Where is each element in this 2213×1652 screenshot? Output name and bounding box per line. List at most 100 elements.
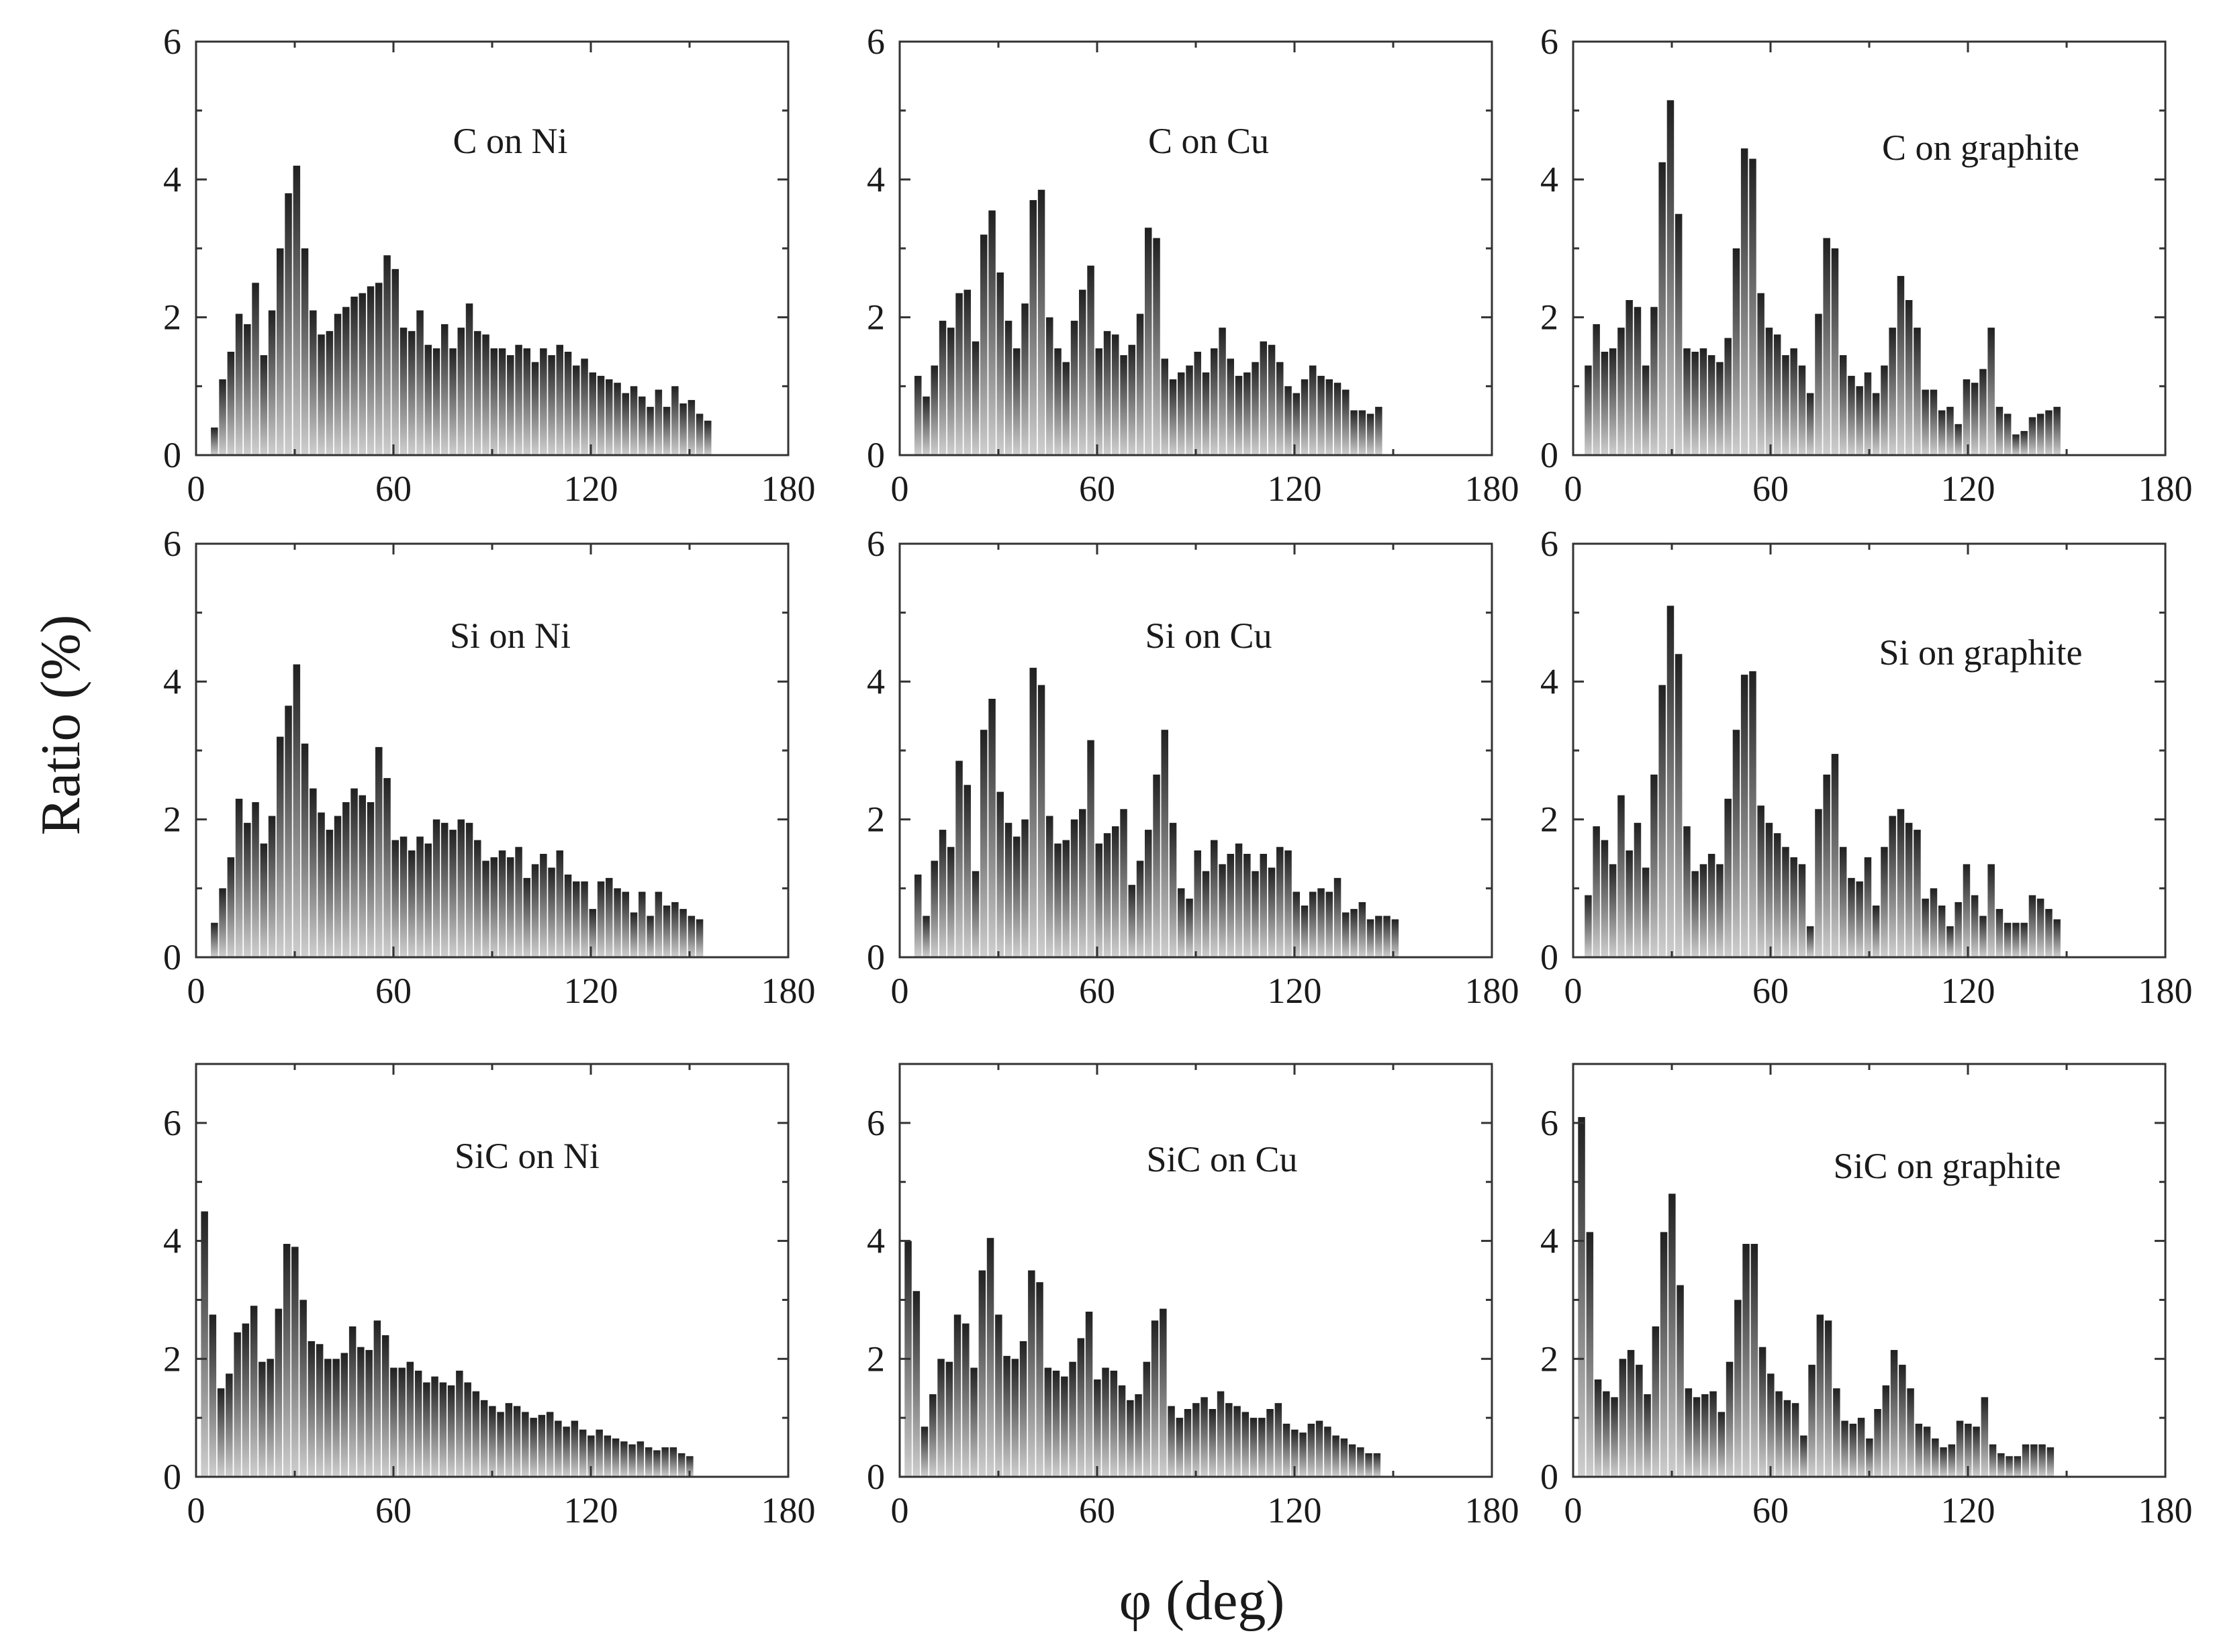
bar bbox=[980, 234, 988, 455]
bar bbox=[1332, 1435, 1339, 1477]
bar bbox=[1161, 730, 1168, 957]
bar bbox=[457, 819, 465, 957]
bar bbox=[1707, 854, 1715, 957]
bar bbox=[955, 293, 963, 455]
bar bbox=[1726, 1361, 1734, 1477]
bar bbox=[1260, 341, 1267, 455]
bar bbox=[507, 355, 514, 455]
bar bbox=[1749, 158, 1756, 455]
bar bbox=[1923, 1426, 1931, 1477]
bar bbox=[556, 850, 563, 957]
bar bbox=[923, 396, 930, 455]
bar bbox=[1168, 1406, 1175, 1477]
bar bbox=[581, 881, 588, 957]
bar bbox=[1757, 806, 1764, 957]
bar bbox=[1192, 1403, 1200, 1477]
bar bbox=[1831, 248, 1839, 455]
bar bbox=[439, 1382, 447, 1477]
x-tick-label: 60 bbox=[1752, 971, 1789, 1011]
bar bbox=[548, 867, 555, 957]
bar bbox=[995, 1314, 1002, 1477]
bar bbox=[573, 881, 580, 957]
bar bbox=[1948, 1444, 1956, 1477]
bar bbox=[978, 1270, 986, 1477]
bar bbox=[1340, 1438, 1348, 1477]
bar bbox=[1079, 289, 1086, 455]
bar-series bbox=[904, 1238, 1381, 1477]
bar bbox=[316, 1344, 324, 1477]
bar bbox=[639, 396, 646, 455]
bar bbox=[1987, 864, 1995, 957]
bar bbox=[1003, 1355, 1010, 1477]
bar bbox=[211, 427, 218, 455]
bar bbox=[1585, 895, 1592, 957]
bar bbox=[1028, 1270, 1035, 1477]
bar bbox=[1932, 1438, 1939, 1477]
bar bbox=[1342, 389, 1350, 455]
bar bbox=[1284, 850, 1292, 957]
bar-series bbox=[211, 165, 712, 456]
bar bbox=[1881, 846, 1888, 957]
bar bbox=[972, 871, 980, 957]
bar bbox=[267, 1359, 274, 1477]
bar bbox=[383, 255, 391, 455]
chart-panel-8: 0 60 120 180 0 2 4 6 SiC on Cu bbox=[867, 1063, 1519, 1530]
bar bbox=[1798, 365, 1806, 455]
bar bbox=[2053, 407, 2061, 455]
y-tick-label: 2 bbox=[1540, 297, 1558, 338]
bar bbox=[1856, 881, 1863, 957]
bar bbox=[1274, 1403, 1282, 1477]
bar bbox=[2020, 431, 2028, 455]
bar bbox=[1052, 1370, 1060, 1477]
bar bbox=[606, 877, 613, 957]
bar bbox=[1946, 926, 1954, 957]
bar bbox=[1783, 1400, 1791, 1477]
bar bbox=[1021, 819, 1029, 957]
bar bbox=[679, 909, 687, 957]
bar bbox=[1013, 836, 1021, 957]
bar bbox=[671, 386, 679, 455]
bar bbox=[614, 383, 621, 455]
x-tick-label: 60 bbox=[1079, 971, 1115, 1011]
bar bbox=[2004, 414, 2012, 455]
bar bbox=[293, 165, 301, 456]
bar bbox=[359, 293, 366, 455]
x-tick-label: 120 bbox=[564, 469, 618, 509]
bar bbox=[1085, 1312, 1093, 1477]
bar bbox=[530, 1418, 537, 1477]
bar bbox=[947, 328, 955, 455]
bar bbox=[1946, 407, 1954, 455]
bar bbox=[1011, 1359, 1019, 1477]
bar bbox=[1194, 850, 1201, 957]
bar bbox=[326, 830, 334, 957]
bar bbox=[2028, 895, 2036, 957]
bar bbox=[1061, 1376, 1068, 1477]
bar bbox=[474, 840, 481, 957]
bar bbox=[1054, 348, 1062, 455]
bar bbox=[1609, 348, 1617, 455]
bar bbox=[1806, 926, 1814, 957]
bar bbox=[1079, 809, 1086, 957]
bar bbox=[1989, 1444, 1997, 1477]
bar bbox=[1350, 909, 1358, 957]
x-tick-label: 60 bbox=[1752, 1490, 1789, 1530]
bar bbox=[326, 331, 334, 455]
bar bbox=[1325, 891, 1333, 957]
y-tick-label: 6 bbox=[163, 524, 181, 564]
bar bbox=[472, 1391, 480, 1477]
bar bbox=[1750, 1244, 1758, 1477]
bar bbox=[201, 1211, 208, 1477]
bar bbox=[1691, 352, 1699, 455]
bar bbox=[2046, 1447, 2055, 1477]
bar bbox=[1889, 816, 1896, 957]
bar bbox=[1252, 362, 1259, 455]
bar bbox=[277, 736, 284, 957]
x-tick-label: 120 bbox=[1941, 469, 1995, 509]
bar bbox=[1292, 891, 1300, 957]
bar bbox=[538, 1414, 546, 1477]
bar bbox=[688, 399, 696, 455]
bar bbox=[914, 375, 922, 455]
bar bbox=[531, 864, 539, 957]
chart-panel-7: 0 60 120 180 0 2 4 6 SiC on Ni bbox=[163, 1063, 816, 1530]
bar bbox=[1922, 898, 1929, 957]
